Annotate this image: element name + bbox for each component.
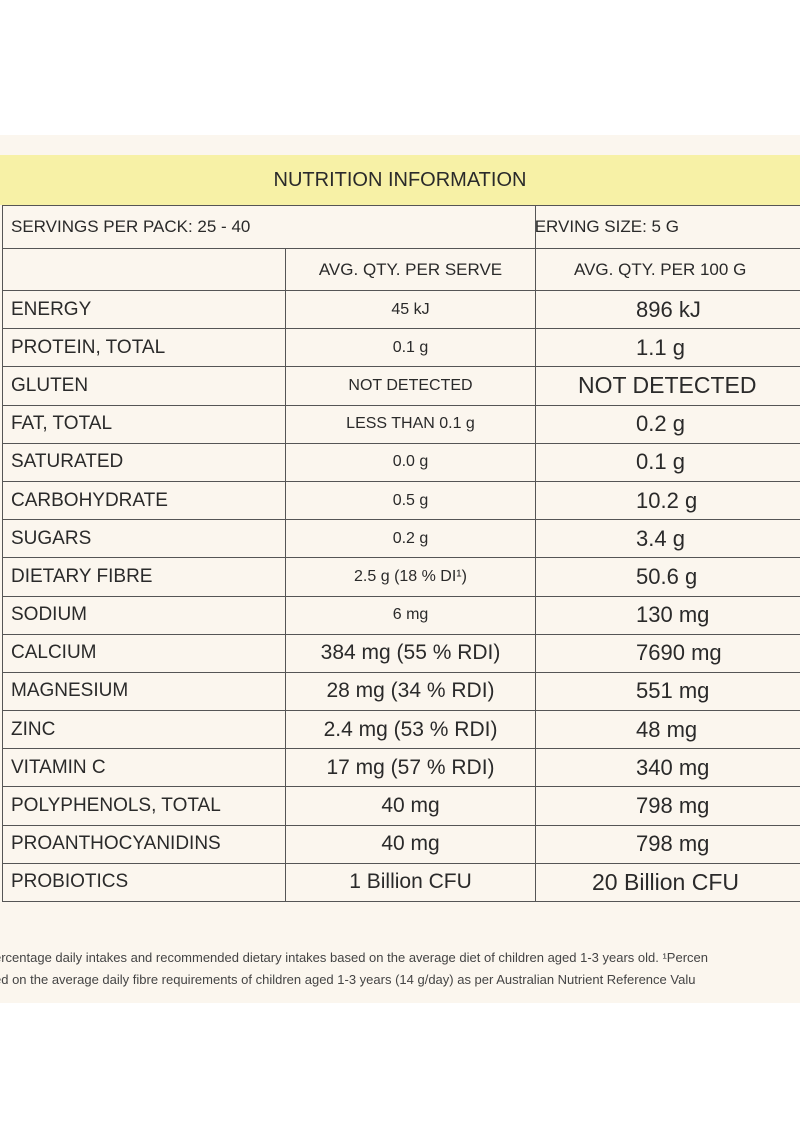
nutrient-name: PROANTHOCYANIDINS: [2, 824, 286, 864]
per-100g: 0.1 g: [535, 442, 800, 482]
header-cell: [2, 248, 286, 291]
nutrient-row: SODIUM 6 mg 130 mg: [2, 595, 800, 635]
nutrition-panel: NUTRITION INFORMATION SERVINGS PER PACK:…: [0, 135, 800, 1003]
nutrient-name: ENERGY: [2, 289, 286, 330]
nutrient-name: SODIUM: [2, 595, 286, 635]
per-100g: 1.1 g: [535, 328, 800, 368]
per-serve: 0.2 g: [284, 519, 537, 559]
nutrient-row: PROTEIN, TOTAL 0.1 g 1.1 g: [2, 328, 800, 368]
per-100g: 10.2 g: [535, 480, 800, 521]
nutrient-row: PROBIOTICS 1 Billion CFU 20 Billion CFU: [2, 862, 800, 903]
nutrient-name: PROBIOTICS: [2, 862, 286, 903]
nutrient-row: FAT, TOTAL LESS THAN 0.1 g 0.2 g: [2, 404, 800, 444]
per-serve: 384 mg (55 % RDI): [284, 633, 537, 673]
serving-size-text: SSERVING SIZE: 5 G: [535, 217, 679, 236]
nutrient-row: CALCIUM 384 mg (55 % RDI) 7690 mg: [2, 633, 800, 673]
nutrient-name: GLUTEN: [2, 366, 286, 406]
serving-size: SSERVING SIZE: 5 G: [535, 205, 800, 249]
per-serve: 45 kJ: [284, 289, 537, 330]
nutrition-table: SERVINGS PER PACK: 25 - 40 SSERVING SIZE…: [1, 205, 800, 903]
per-100g: 798 mg: [535, 786, 800, 826]
per-serve: 2.5 g (18 % DI¹): [284, 557, 537, 597]
per-100g: 551 mg: [535, 671, 800, 712]
per-100g: 130 mg: [535, 595, 800, 635]
header-cell: AVG. QTY. PER SERVE: [284, 248, 537, 291]
title: NUTRITION INFORMATION: [273, 168, 527, 191]
nutrient-name: VITAMIN C: [2, 748, 286, 788]
nutrient-row: VITAMIN C 17 mg (57 % RDI) 340 mg: [2, 748, 800, 788]
per-serve: LESS THAN 0.1 g: [284, 404, 537, 444]
per-100g: 50.6 g: [535, 557, 800, 597]
per-100g: 798 mg: [535, 824, 800, 864]
nutrient-row: GLUTEN NOT DETECTED NOT DETECTED: [2, 366, 800, 406]
footnote: ercentage daily intakes and recommended …: [0, 950, 708, 965]
per-100g: 3.4 g: [535, 519, 800, 559]
per-serve: 6 mg: [284, 595, 537, 635]
per-100g: 0.2 g: [535, 404, 800, 444]
nutrient-row: SUGARS 0.2 g 3.4 g: [2, 519, 800, 559]
per-serve: 40 mg: [284, 786, 537, 826]
nutrient-name: CALCIUM: [2, 633, 286, 673]
nutrient-name: CARBOHYDRATE: [2, 480, 286, 521]
nutrient-row: ENERGY 45 kJ 896 kJ: [2, 289, 800, 330]
per-serve: 0.0 g: [284, 442, 537, 482]
title-band: NUTRITION INFORMATION: [0, 155, 800, 205]
per-100g: 340 mg: [535, 748, 800, 788]
nutrient-name: SATURATED: [2, 442, 286, 482]
nutrient-name: POLYPHENOLS, TOTAL: [2, 786, 286, 826]
nutrient-name: DIETARY FIBRE: [2, 557, 286, 597]
footnote: ed on the average daily fibre requiremen…: [0, 972, 696, 987]
per-100g: NOT DETECTED: [535, 366, 800, 406]
per-serve: 0.5 g: [284, 480, 537, 521]
per-100g: 48 mg: [535, 710, 800, 750]
per-100g: 7690 mg: [535, 633, 800, 673]
nutrient-row: DIETARY FIBRE 2.5 g (18 % DI¹) 50.6 g: [2, 557, 800, 597]
per-100g: 20 Billion CFU: [535, 862, 800, 903]
nutrient-row: SATURATED 0.0 g 0.1 g: [2, 442, 800, 482]
nutrient-name: FAT, TOTAL: [2, 404, 286, 444]
per-serve: 40 mg: [284, 824, 537, 864]
nutrient-row: MAGNESIUM 28 mg (34 % RDI) 551 mg: [2, 671, 800, 712]
per-serve: 17 mg (57 % RDI): [284, 748, 537, 788]
header-cell: AVG. QTY. PER 100 G: [535, 248, 800, 291]
per-serve: 1 Billion CFU: [284, 862, 537, 903]
per-serve: 2.4 mg (53 % RDI): [284, 710, 537, 750]
nutrient-name: ZINC: [2, 710, 286, 750]
nutrient-row: POLYPHENOLS, TOTAL 40 mg 798 mg: [2, 786, 800, 826]
nutrient-name: SUGARS: [2, 519, 286, 559]
per-serve: 28 mg (34 % RDI): [284, 671, 537, 712]
nutrient-name: PROTEIN, TOTAL: [2, 328, 286, 368]
servings-per-pack: SERVINGS PER PACK: 25 - 40: [1, 205, 537, 249]
column-header-row: AVG. QTY. PER SERVE AVG. QTY. PER 100 G: [2, 248, 800, 291]
per-serve: 0.1 g: [284, 328, 537, 368]
per-100g: 896 kJ: [535, 289, 800, 330]
nutrient-name: MAGNESIUM: [2, 671, 286, 712]
servings-row: SERVINGS PER PACK: 25 - 40 SSERVING SIZE…: [1, 205, 800, 249]
nutrient-row: PROANTHOCYANIDINS 40 mg 798 mg: [2, 824, 800, 864]
per-serve: NOT DETECTED: [284, 366, 537, 406]
nutrient-row: CARBOHYDRATE 0.5 g 10.2 g: [2, 480, 800, 521]
nutrient-row: ZINC 2.4 mg (53 % RDI) 48 mg: [2, 710, 800, 750]
